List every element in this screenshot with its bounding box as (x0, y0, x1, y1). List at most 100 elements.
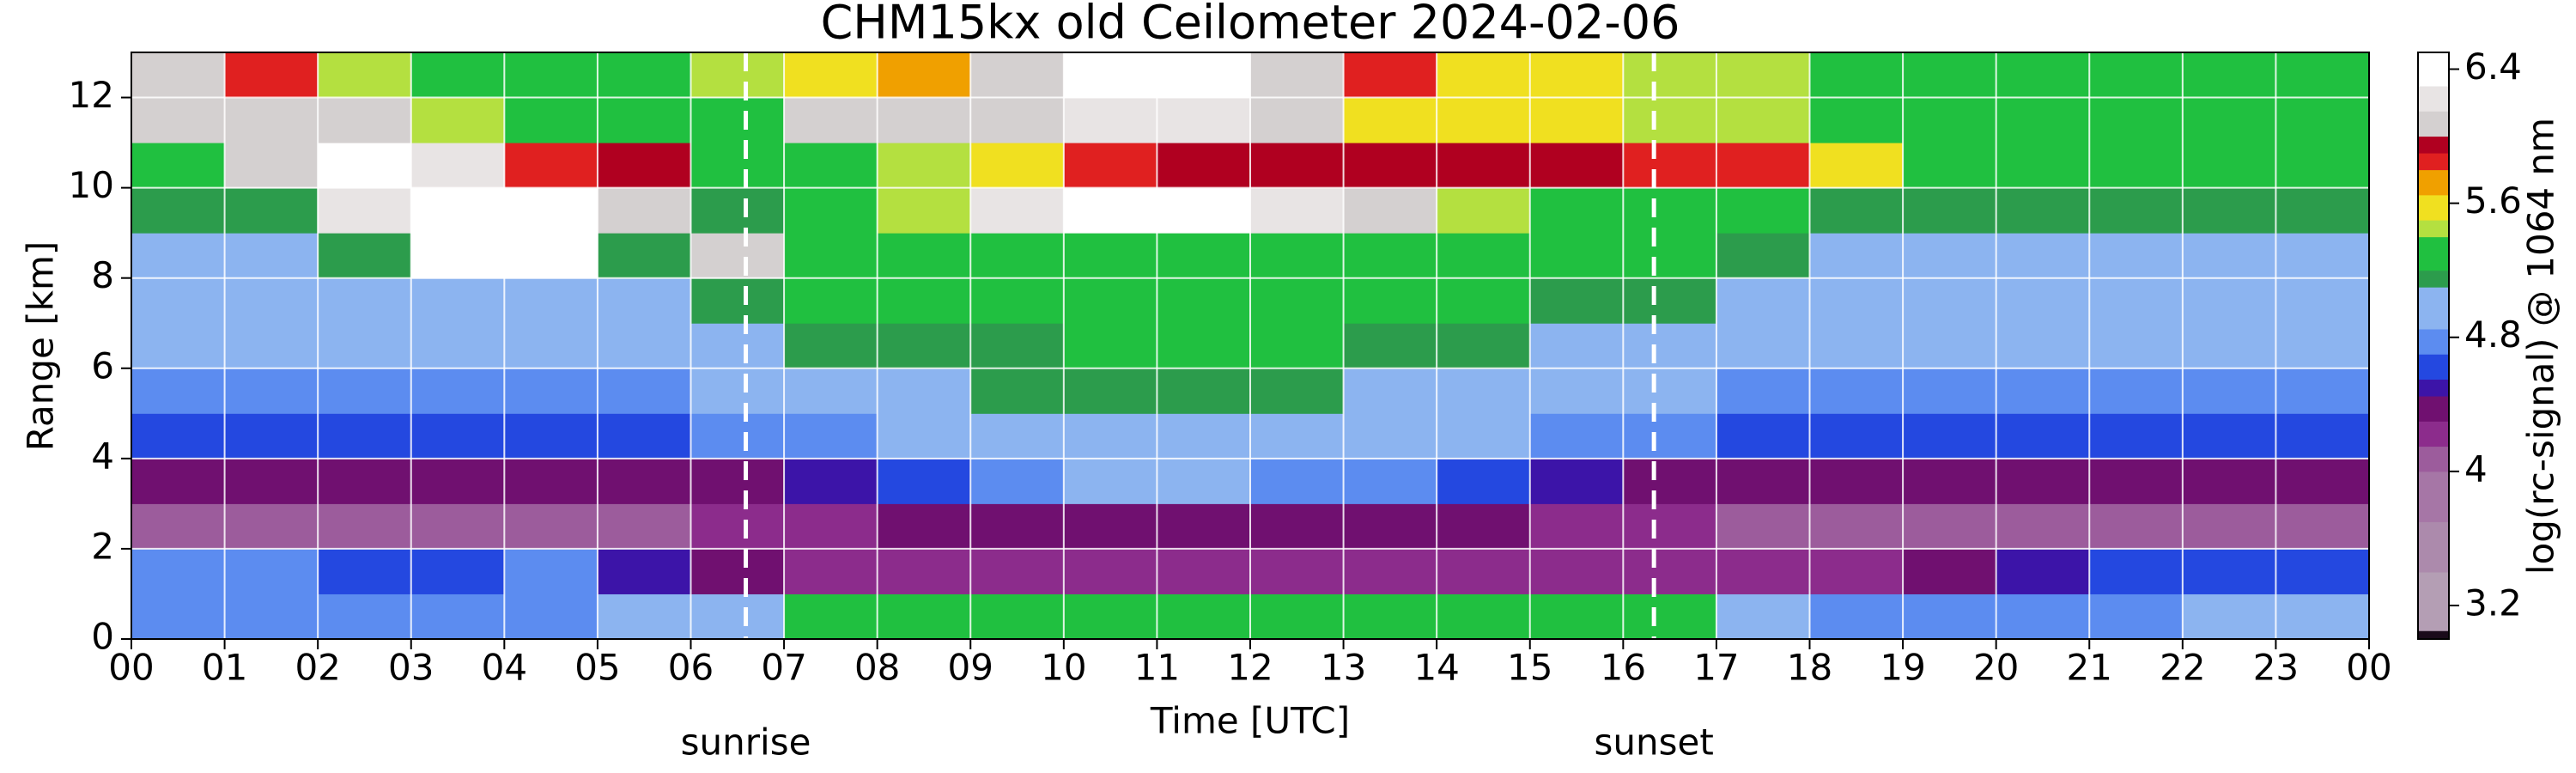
heatmap-cell (1623, 593, 1717, 640)
heatmap-cell (2089, 323, 2184, 369)
colorbar-tick-label: 4 (2464, 447, 2488, 490)
x-tick-label: 07 (761, 647, 806, 689)
heatmap-cell (318, 187, 412, 234)
heatmap-cell (504, 97, 598, 143)
heatmap-cell (224, 277, 319, 324)
heatmap-cell (784, 187, 878, 234)
heatmap-cell (1343, 323, 1437, 369)
heatmap-cell (1623, 187, 1717, 234)
heatmap-cell (1809, 233, 1904, 279)
heatmap-cell (1529, 143, 1624, 189)
heatmap-cell (318, 458, 412, 504)
heatmap-cell (877, 52, 971, 99)
colorbar-segment (2418, 446, 2449, 472)
heatmap-cell (1903, 52, 1997, 99)
heatmap-cell (1157, 368, 1251, 414)
heatmap-cell (970, 323, 1065, 369)
colorbar-tick-label: 5.6 (2464, 180, 2522, 222)
heatmap-cell (1063, 413, 1157, 460)
heatmap-cell (1529, 593, 1624, 640)
heatmap-cell (1529, 548, 1624, 594)
heatmap-cell (970, 503, 1065, 550)
heatmap-cell (504, 548, 598, 594)
heatmap-cell (1063, 368, 1157, 414)
heatmap-cell (224, 458, 319, 504)
heatmap-cell (1343, 143, 1437, 189)
heatmap-cell (2275, 97, 2370, 143)
heatmap-cell (1063, 97, 1157, 143)
heatmap-cell (1250, 503, 1345, 550)
heatmap-cell (1903, 323, 1997, 369)
y-axis-label: Range [km] (20, 241, 62, 451)
x-tick-label: 04 (482, 647, 527, 689)
heatmap-cell (504, 277, 598, 324)
heatmap-cell (1063, 458, 1157, 504)
heatmap-cell (131, 368, 226, 414)
heatmap-cell (1529, 458, 1624, 504)
heatmap-cell (784, 413, 878, 460)
x-tick-label: 03 (388, 647, 434, 689)
heatmap-cell (1623, 503, 1717, 550)
heatmap-cell (1437, 277, 1531, 324)
heatmap-cell (410, 368, 505, 414)
heatmap-cell (1157, 52, 1251, 99)
annotation-label: sunrise (681, 721, 811, 764)
heatmap-cell (1529, 413, 1624, 460)
x-tick-label: 01 (202, 647, 247, 689)
heatmap-cell (1716, 548, 1810, 594)
colorbar-segment (2418, 169, 2449, 196)
heatmap-cell (2182, 52, 2276, 99)
heatmap-cell (784, 548, 878, 594)
heatmap-cell (1250, 277, 1345, 324)
heatmap-cell (1623, 323, 1717, 369)
heatmap-cell (784, 143, 878, 189)
heatmap-cell (1437, 52, 1531, 99)
heatmap-cell (690, 143, 785, 189)
heatmap-cell (1343, 593, 1437, 640)
heatmap-cell (1250, 458, 1345, 504)
heatmap-cell (1716, 593, 1810, 640)
x-tick-label: 14 (1413, 647, 1459, 689)
heatmap-cell (1809, 368, 1904, 414)
heatmap-cell (877, 548, 971, 594)
heatmap-cell (224, 187, 319, 234)
heatmap-cell (1623, 458, 1717, 504)
heatmap-cell (1903, 548, 1997, 594)
heatmap-cell (131, 143, 226, 189)
heatmap-cell (2089, 233, 2184, 279)
heatmap-cell (877, 503, 971, 550)
heatmap-cell (690, 368, 785, 414)
heatmap-cell (410, 52, 505, 99)
heatmap-cell (1996, 97, 2090, 143)
heatmap-cell (2275, 323, 2370, 369)
heatmap-cell (2089, 503, 2184, 550)
x-tick-label: 02 (295, 647, 340, 689)
heatmap-cell (2182, 548, 2276, 594)
heatmap-cell (597, 458, 691, 504)
heatmap-cell (1529, 368, 1624, 414)
heatmap-cell (224, 233, 319, 279)
heatmap-cell (2182, 413, 2276, 460)
heatmap-cell (1903, 143, 1997, 189)
heatmap-cell (690, 413, 785, 460)
heatmap-cell (1343, 52, 1437, 99)
heatmap-cell (410, 503, 505, 550)
heatmap-cell (504, 323, 598, 369)
heatmap-cell (410, 593, 505, 640)
heatmap-cell (1623, 548, 1717, 594)
heatmap-cell (410, 548, 505, 594)
heatmap-cell (1157, 458, 1251, 504)
heatmap-cell (1996, 593, 2090, 640)
x-tick-label: 21 (2067, 647, 2112, 689)
y-tick-label: 8 (91, 254, 114, 296)
heatmap-cell (2182, 277, 2276, 324)
heatmap-cell (318, 548, 412, 594)
heatmap-cell (690, 503, 785, 550)
colorbar-segment (2418, 236, 2449, 271)
heatmap-cell (1250, 187, 1345, 234)
heatmap-cell (504, 187, 598, 234)
heatmap-cell (1903, 503, 1997, 550)
heatmap-cell (1343, 413, 1437, 460)
heatmap-cell (2089, 593, 2184, 640)
